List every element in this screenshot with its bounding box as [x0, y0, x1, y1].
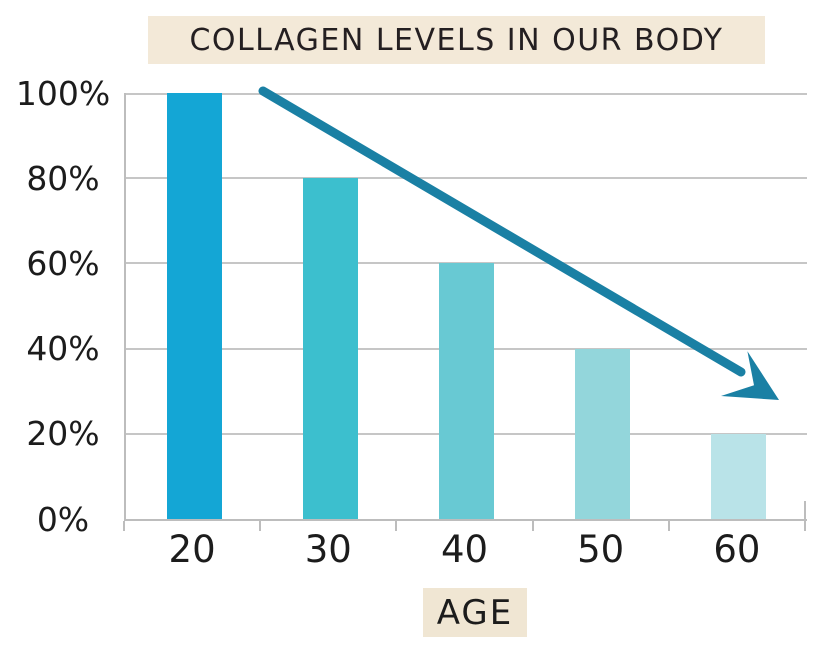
- x-axis-tick: [667, 521, 670, 531]
- bar-age-60: [711, 433, 767, 519]
- y-tick-label: 40%: [26, 329, 100, 369]
- bar-age-40: [439, 263, 494, 519]
- x-tick-label: 50: [577, 528, 625, 571]
- y-tick-label: 100%: [15, 73, 111, 113]
- bar-age-50: [575, 348, 631, 519]
- x-axis-tick: [259, 521, 262, 531]
- gridline-80: [126, 177, 807, 180]
- x-axis-tick: [395, 521, 398, 531]
- x-axis-title: AGE: [423, 588, 527, 637]
- y-tick-label: 60%: [26, 243, 100, 283]
- y-tick-label: 80%: [26, 158, 100, 198]
- bar-age-30: [302, 178, 358, 519]
- y-tick-label: 0%: [36, 499, 90, 539]
- plot-area: [124, 93, 807, 521]
- axis-end-tick: [804, 501, 806, 521]
- gridline-100: [126, 93, 807, 95]
- bar-age-20: [166, 93, 222, 519]
- x-tick-label: 60: [713, 528, 761, 571]
- x-tick-label: 30: [304, 528, 352, 571]
- x-axis-tick: [804, 521, 806, 531]
- x-axis-tick: [123, 521, 125, 531]
- x-axis-tick: [531, 521, 534, 531]
- chart-title: COLLAGEN LEVELS IN OUR BODY: [148, 16, 765, 64]
- y-tick-label: 20%: [26, 414, 100, 454]
- x-tick-label: 20: [168, 528, 216, 571]
- x-tick-label: 40: [440, 528, 489, 571]
